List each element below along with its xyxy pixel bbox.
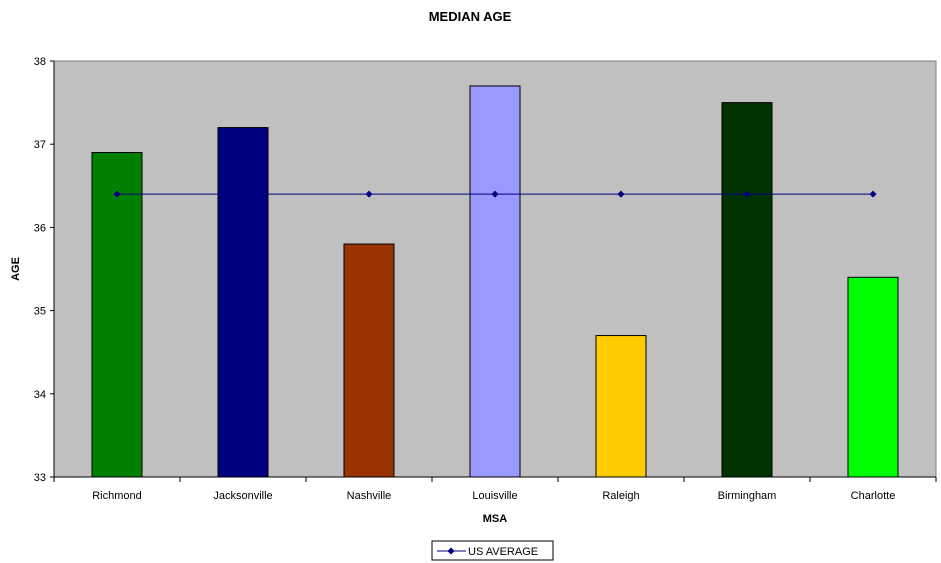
bar-birmingham: [721, 102, 773, 478]
bar-jacksonville: [217, 127, 269, 478]
y-tick-label-38: 38: [34, 56, 46, 68]
bar-group: [91, 85, 899, 478]
y-tick-label-37: 37: [34, 139, 46, 151]
us-average-line-group: [113, 190, 877, 198]
x-axis-title: MSA: [483, 513, 508, 525]
x-tick-label-nashville: Nashville: [347, 490, 392, 502]
y-tick-label-34: 34: [34, 389, 46, 401]
x-tick-label-louisville: Louisville: [472, 490, 517, 502]
us-average-marker-raleigh: [617, 190, 625, 198]
y-axis-title: AGE: [10, 257, 22, 281]
us-average-marker-birmingham: [743, 190, 751, 198]
axes-group: [50, 60, 937, 482]
y-tick-label-33: 33: [34, 472, 46, 484]
y-tick-label-36: 36: [34, 222, 46, 234]
y-tick-labels: 33 34 35 36 37 38: [34, 56, 46, 484]
bar-nashville: [343, 243, 395, 478]
us-average-marker-nashville: [365, 190, 373, 198]
x-tick-label-jacksonville: Jacksonville: [213, 490, 272, 502]
bar-raleigh: [595, 335, 647, 478]
bar-charlotte: [847, 276, 899, 478]
legend-box: [431, 540, 554, 561]
bar-richmond: [91, 152, 143, 478]
chart-title: MEDIAN AGE: [429, 9, 512, 24]
us-average-marker-louisville: [491, 190, 499, 198]
x-tick-label-charlotte: Charlotte: [851, 490, 896, 502]
us-average-marker-jacksonville: [239, 190, 247, 198]
legend-label-us-average: US AVERAGE: [468, 546, 538, 558]
x-tick-labels: Richmond Jacksonville Nashville Louisville R…: [92, 490, 895, 502]
bar-louisville: [469, 85, 521, 478]
us-average-marker-richmond: [113, 190, 121, 198]
us-average-marker-charlotte: [869, 190, 877, 198]
x-tick-label-raleigh: Raleigh: [602, 490, 639, 502]
legend-marker-swatch: [447, 547, 455, 555]
x-tick-label-richmond: Richmond: [92, 490, 142, 502]
legend: US AVERAGE: [431, 540, 554, 561]
y-tick-label-35: 35: [34, 306, 46, 318]
x-tick-label-birmingham: Birmingham: [718, 490, 777, 502]
